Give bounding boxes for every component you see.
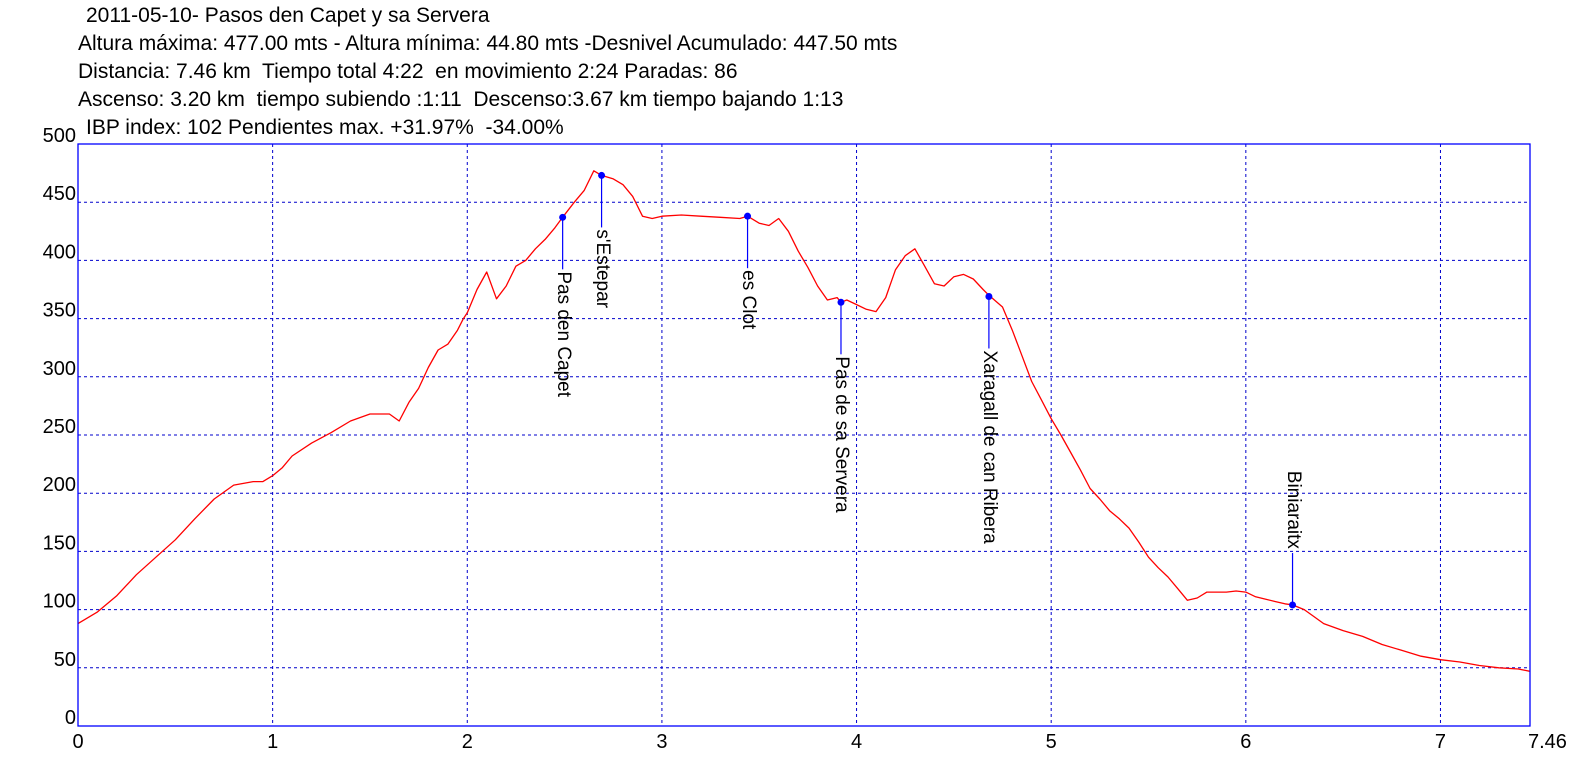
ascent-summary: Ascenso: 3.20 km tiempo subiendo :1:11 D… [78,88,844,111]
ibp-summary: IBP index: 102 Pendientes max. +31.97% -… [86,116,564,139]
x-tick-label: 7 [1435,731,1446,753]
chart-title: 2011-05-10- Pasos den Capet y sa Servera [86,4,490,27]
chart-header: 2011-05-10- Pasos den Capet y sa Servera… [0,0,1596,150]
altitude-summary: Altura máxima: 477.00 mts - Altura mínim… [78,32,898,55]
x-tick-label: 3 [656,731,667,753]
y-tick-label: 350 [43,300,76,322]
waypoint-marker [985,292,993,300]
y-tick-label: 500 [43,125,76,147]
elevation-line [77,170,1531,672]
waypoint-label: s'Estepar [592,229,613,308]
waypoint-marker [559,213,567,221]
y-tick-label: 0 [65,707,76,729]
x-tick-label: 1 [267,731,278,753]
waypoint-marker [1289,601,1297,609]
x-tick-label: 7.46 [1528,731,1567,753]
waypoint-label: Biniaraitx [1283,471,1304,550]
y-tick-label: 450 [43,183,76,205]
y-tick-label: 150 [43,532,76,554]
x-tick-label: 5 [1046,731,1057,753]
y-tick-label: 400 [43,241,76,263]
x-tick-label: 0 [72,731,83,753]
y-tick-label: 200 [43,474,76,496]
axis-tick-labels: 0 50 100 150 200 250 300 350 400 450 500 0 1 2 3 4 5 6 7 7.… [43,125,1567,753]
y-tick-label: 250 [43,416,76,438]
waypoint-marker [837,298,845,306]
distance-summary: Distancia: 7.46 km Tiempo total 4:22 en … [78,60,738,83]
y-tick-label: 50 [54,649,76,671]
waypoints: Pas den Capet s'Estepar es Clot Pas de sa S… [553,171,1304,609]
waypoint-label: Xaragall de can Ribera [979,350,1000,544]
x-tick-label: 2 [462,731,473,753]
x-tick-label: 4 [851,731,862,753]
y-tick-label: 100 [43,591,76,613]
waypoint-marker [598,171,606,179]
x-tick-label: 6 [1240,731,1251,753]
waypoint-label: Pas den Capet [553,271,574,397]
plot-frame [77,143,1531,727]
waypoint-marker [744,212,752,220]
waypoint-label: es Clot [738,270,759,330]
elevation-series [77,170,1531,672]
waypoint-label: Pas de sa Servera [831,356,852,513]
grid-lines [78,144,1530,726]
y-tick-label: 300 [43,358,76,380]
